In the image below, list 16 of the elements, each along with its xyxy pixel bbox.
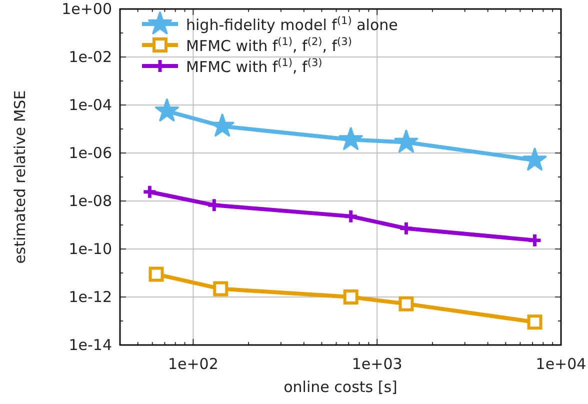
legend-label: MFMC with f$^{(1)}$, f$^{(2)}$, f$^{(3)}$ (186, 36, 352, 55)
y-tick-label: 1e-10 (68, 240, 112, 258)
legend-label: high-fidelity model f$^{(1)}$ alone (186, 15, 398, 34)
y-tick-label: 1e+00 (62, 0, 112, 18)
y-tick-label: 1e-12 (68, 288, 112, 306)
y-tick-label: 1e-08 (68, 192, 112, 210)
x-tick-label: 1e+03 (352, 355, 402, 373)
y-tick-label: 1e-04 (68, 96, 112, 114)
x-tick-label: 1e+02 (168, 355, 218, 373)
x-axis-title: online costs [s] (284, 378, 398, 396)
legend-label: MFMC with f$^{(1)}$, f$^{(3)}$ (186, 57, 322, 76)
y-tick-label: 1e-06 (68, 144, 112, 162)
y-tick-label: 1e-02 (68, 48, 112, 66)
y-axis-title: estimated relative MSE (11, 90, 29, 264)
y-tick-label: 1e-14 (68, 336, 112, 354)
x-tick-label: 1e+04 (536, 355, 586, 373)
